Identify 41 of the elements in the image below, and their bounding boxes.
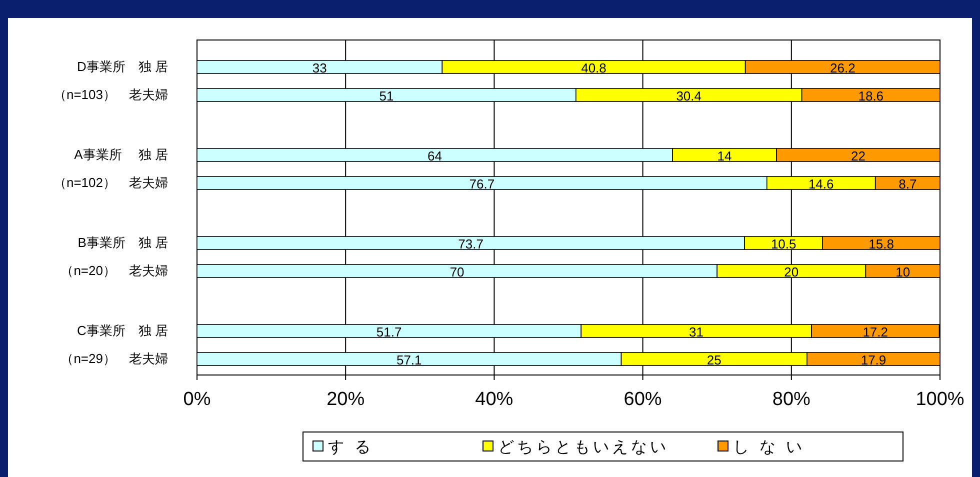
data-label: 57.1: [396, 352, 422, 368]
y-tick-label: （n=102） 老夫婦: [53, 175, 168, 190]
y-tick-label: C事業所 独 居: [77, 323, 168, 338]
data-label: 15.8: [868, 236, 894, 252]
data-label: 73.7: [458, 236, 484, 252]
data-label: 20: [784, 264, 799, 280]
y-tick-label: （n=29） 老夫婦: [60, 351, 168, 366]
data-label: 14: [717, 148, 732, 164]
x-tick-label: 0%: [183, 389, 211, 410]
data-label: 18.6: [858, 88, 884, 104]
data-label: 70: [450, 264, 464, 280]
data-label: 51: [379, 88, 394, 104]
y-tick-label: B事業所 独 居: [78, 235, 168, 250]
data-label: 8.7: [898, 176, 917, 192]
data-label: 64: [428, 148, 442, 164]
data-label: 17.2: [862, 324, 888, 340]
x-tick-label: 80%: [772, 389, 811, 410]
legend-label: し な い: [733, 439, 805, 456]
y-tick-label: D事業所 独 居: [77, 59, 168, 74]
data-label: 25: [706, 352, 722, 368]
data-label: 31: [689, 324, 704, 340]
data-label: 26.2: [830, 60, 856, 76]
data-label: 22: [851, 148, 866, 164]
data-label: 17.9: [860, 352, 886, 368]
y-tick-label: （n=20） 老夫婦: [60, 263, 168, 278]
data-label: 40.8: [581, 60, 606, 76]
y-tick-label: A事業所 独 居: [74, 147, 168, 162]
data-label: 14.6: [808, 176, 834, 192]
data-label: 10.5: [770, 236, 796, 252]
x-tick-label: 60%: [624, 389, 662, 410]
data-label: 10: [896, 264, 910, 280]
x-tick-label: 20%: [326, 389, 365, 410]
y-tick-label: （n=103） 老夫婦: [53, 87, 168, 102]
x-tick-label: 40%: [475, 389, 514, 410]
data-label: 51.7: [376, 324, 402, 340]
legend-label: す る: [328, 439, 374, 456]
data-label: 30.4: [676, 88, 702, 104]
data-label: 33: [312, 60, 327, 76]
data-label: 76.7: [469, 176, 495, 192]
x-tick-label: 100%: [916, 389, 964, 410]
legend-label: どちらともいえない: [498, 439, 669, 456]
